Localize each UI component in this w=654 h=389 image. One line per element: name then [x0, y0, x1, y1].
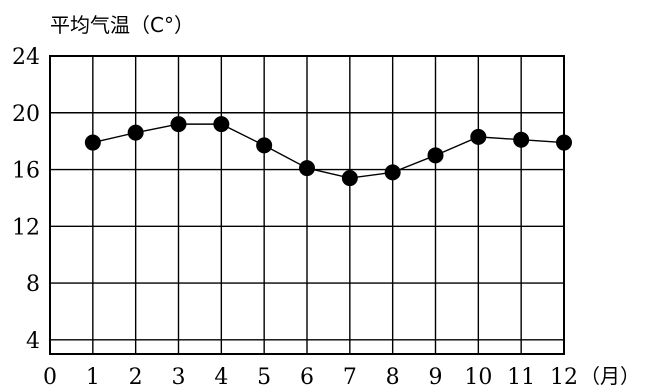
data-point — [513, 131, 530, 148]
y-tick-label: 4 — [26, 329, 40, 354]
x-origin-label: 0 — [43, 365, 57, 389]
x-tick-label: 1 — [86, 365, 100, 389]
x-tick-label: 6 — [300, 365, 314, 389]
x-tick-label: 2 — [129, 365, 143, 389]
y-tick-label: 12 — [12, 215, 40, 240]
x-tick-label: 12 — [550, 365, 578, 389]
x-tick-label: 9 — [429, 365, 443, 389]
y-tick-labels: 4 8 12 16 20 24 — [12, 45, 40, 354]
data-point — [341, 170, 358, 187]
data-point — [84, 134, 101, 151]
y-axis-title: 平均气温（C°） — [50, 13, 194, 37]
data-point — [127, 124, 144, 141]
x-axis-unit: （月） — [580, 364, 640, 388]
data-point — [213, 116, 230, 133]
y-tick-label: 16 — [12, 159, 40, 184]
x-tick-label: 4 — [214, 365, 228, 389]
data-point — [427, 147, 444, 164]
data-point — [470, 128, 487, 145]
x-tick-label: 3 — [172, 365, 186, 389]
y-tick-label: 8 — [26, 272, 40, 297]
x-tick-label: 8 — [386, 365, 400, 389]
data-point — [384, 164, 401, 181]
y-tick-label: 20 — [12, 102, 40, 127]
data-point — [299, 160, 315, 177]
x-tick-label: 5 — [257, 365, 271, 389]
y-tick-label: 24 — [12, 45, 40, 70]
x-tick-labels: 1 2 3 4 5 6 7 8 9 10 11 12 — [86, 365, 578, 389]
x-tick-label: 7 — [343, 365, 357, 389]
data-point — [170, 116, 187, 133]
data-points — [84, 116, 572, 187]
data-point — [556, 134, 572, 151]
chart-grid — [49, 55, 565, 355]
x-tick-label: 10 — [464, 365, 492, 389]
x-tick-label: 11 — [507, 365, 535, 389]
data-point — [256, 137, 273, 154]
